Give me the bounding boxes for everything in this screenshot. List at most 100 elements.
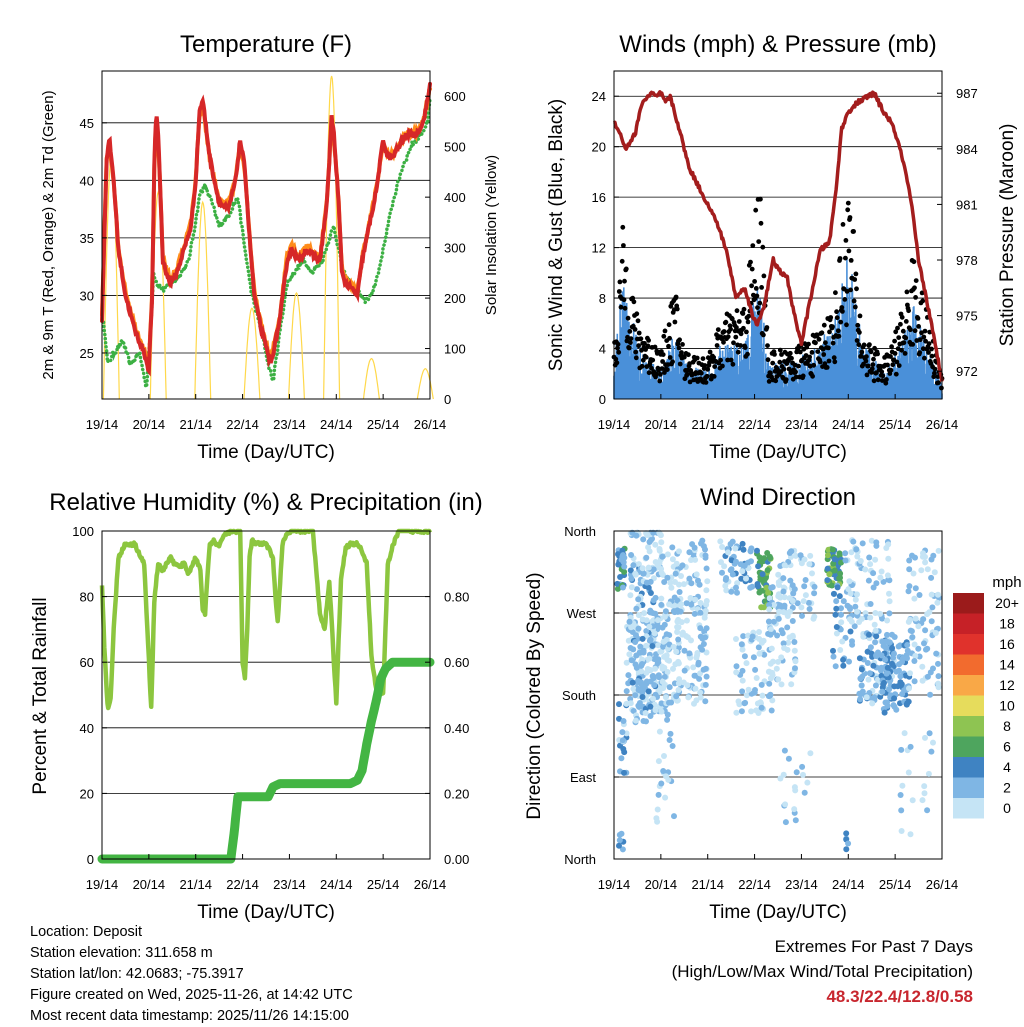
direction-dot <box>662 608 669 615</box>
gust-dot <box>899 314 905 320</box>
direction-dot <box>639 565 646 572</box>
gust-dot <box>921 334 927 340</box>
direction-dot <box>675 680 682 687</box>
direction-dot <box>785 755 792 762</box>
direction-dot <box>870 570 877 577</box>
direction-dot <box>903 701 910 708</box>
direction-dot <box>910 570 917 577</box>
gust-dot <box>741 306 747 312</box>
direction-dot <box>792 552 799 559</box>
direction-dot <box>619 547 626 554</box>
gust-dot <box>749 266 755 272</box>
direction-dot <box>891 650 897 657</box>
direction-dot <box>648 537 654 543</box>
gust-dot <box>645 343 651 349</box>
gust-dot <box>761 332 766 338</box>
direction-dot <box>620 559 627 566</box>
speed-legend-swatch <box>953 593 984 614</box>
gust-dot <box>926 341 932 346</box>
gust-dot <box>920 346 926 352</box>
direction-scatter <box>614 529 942 853</box>
direction-dot <box>806 606 813 612</box>
speed-legend-swatch <box>953 675 984 696</box>
direction-dot <box>886 610 893 617</box>
gust-dot <box>711 355 716 360</box>
direction-dot <box>692 672 699 679</box>
direction-dot <box>840 598 847 605</box>
gust-dot <box>650 357 656 363</box>
direction-dot <box>906 557 913 564</box>
direction-dot <box>658 539 665 546</box>
gust-dot <box>667 355 673 360</box>
direction-dot <box>837 647 844 653</box>
gust-dot <box>616 289 622 294</box>
direction-dot <box>743 692 750 699</box>
gust-dot <box>813 340 818 346</box>
direction-dot <box>872 682 879 689</box>
speed-legend-title: mph <box>992 574 1021 591</box>
direction-dot <box>866 631 872 638</box>
direction-dot <box>629 629 636 635</box>
y-tick-label: 0 <box>599 392 606 407</box>
gust-dot <box>917 337 923 343</box>
solar-insolation-peak <box>416 368 434 400</box>
gust-dot <box>826 345 831 351</box>
x-tick-label: 19/14 <box>86 877 119 892</box>
direction-dot <box>915 623 922 630</box>
direction-dot <box>866 554 873 561</box>
wind-series <box>611 196 945 399</box>
direction-dot <box>674 607 681 614</box>
direction-dot <box>792 817 799 824</box>
gust-dot <box>734 325 739 330</box>
direction-dot <box>865 676 872 683</box>
gust-dot <box>738 343 743 348</box>
direction-dot <box>630 562 637 569</box>
direction-dot <box>904 655 910 662</box>
gust-dot <box>656 368 661 373</box>
direction-dot <box>901 687 908 694</box>
direction-dot <box>774 632 781 639</box>
direction-dot <box>767 691 774 698</box>
gust-dot <box>748 259 753 265</box>
direction-dot <box>647 590 654 596</box>
direction-dot <box>810 615 817 622</box>
gust-dot <box>874 370 879 376</box>
gust-dot <box>810 373 815 379</box>
direction-dot <box>848 549 855 556</box>
direction-dot <box>829 546 836 553</box>
gust-dot <box>615 341 621 347</box>
gust-dot <box>851 229 856 234</box>
direction-dot <box>728 588 735 595</box>
direction-dot <box>858 682 865 689</box>
direction-dot <box>620 718 627 724</box>
x-tick-label: 23/14 <box>273 417 306 432</box>
direction-dot <box>778 627 785 634</box>
direction-dot <box>628 552 635 558</box>
direction-dot <box>918 567 925 574</box>
gust-dot <box>870 362 876 367</box>
direction-dot <box>792 665 798 672</box>
direction-dot <box>702 698 709 705</box>
gust-dot <box>684 371 690 377</box>
direction-dot <box>615 551 621 558</box>
direction-dot <box>739 688 746 695</box>
direction-dot <box>838 605 844 612</box>
direction-dot <box>877 610 884 617</box>
direction-dot <box>630 685 637 692</box>
direction-dot <box>734 589 740 596</box>
direction-dot <box>801 789 808 796</box>
direction-dot <box>884 631 890 638</box>
direction-dot <box>857 558 864 564</box>
y2-tick-label: 975 <box>956 309 978 324</box>
direction-dot <box>784 646 791 653</box>
direction-dot <box>628 657 635 664</box>
direction-dot <box>692 596 699 603</box>
direction-dot <box>896 661 903 668</box>
direction-dot <box>912 615 919 622</box>
direction-dot <box>802 577 809 583</box>
direction-dot <box>870 584 877 591</box>
direction-dot <box>756 629 762 635</box>
direction-dot <box>674 629 681 635</box>
gust-dot <box>686 352 691 358</box>
gust-dot <box>939 385 944 391</box>
